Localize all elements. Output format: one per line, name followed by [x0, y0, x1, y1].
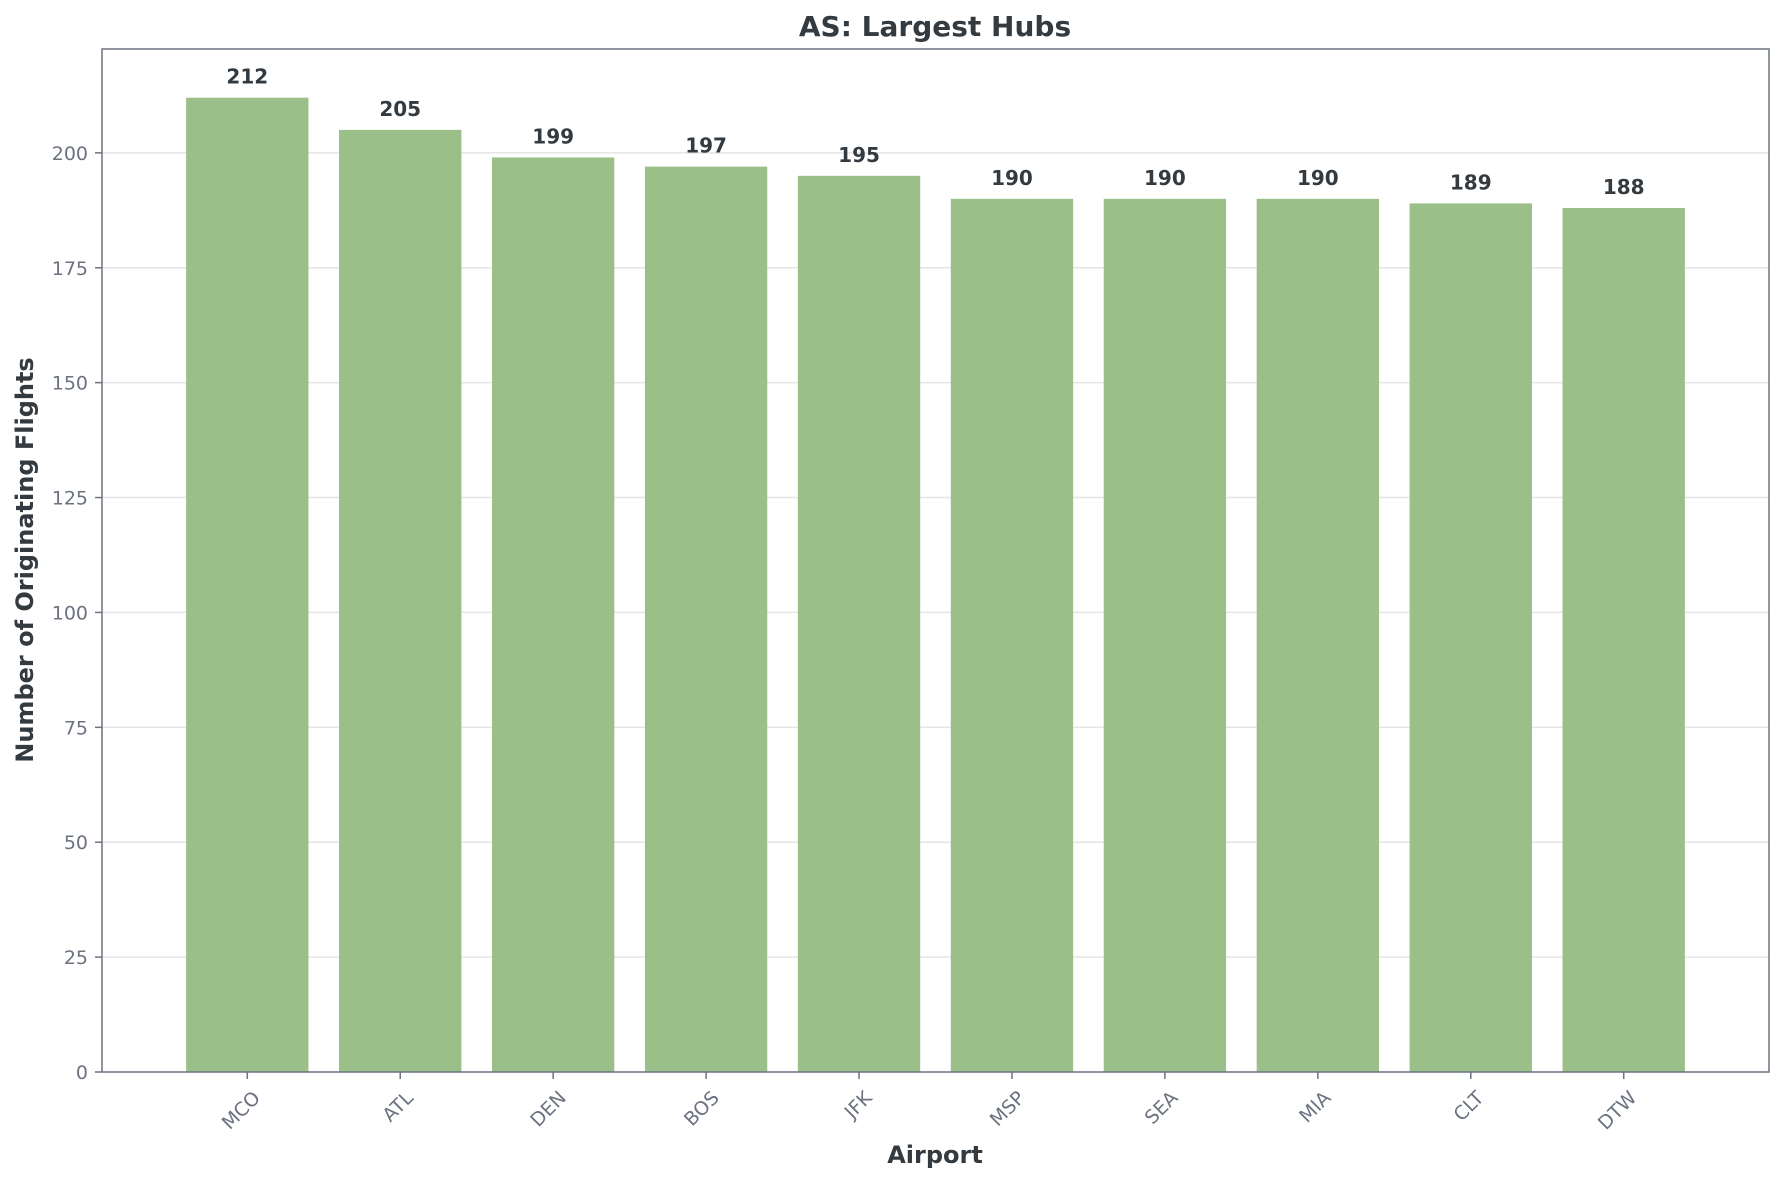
x-axis-ticks: MCO ATL DEN BOS JFK MSP SEA MIA CLT DTW: [218, 1072, 1642, 1135]
bar-bos: [644, 166, 768, 1072]
bar-value-label: 189: [1450, 170, 1492, 194]
x-tick-label: JFK: [840, 1087, 877, 1124]
y-tick-label: 125: [52, 488, 88, 510]
x-tick-label: MIA: [1295, 1087, 1335, 1127]
y-axis-ticks: 0 25 50 75 100 125 150 175 200: [52, 143, 102, 1084]
bar-value-label: 188: [1603, 175, 1645, 199]
bar-mia: [1256, 198, 1380, 1073]
y-axis-label: Number of Originating Flights: [11, 357, 39, 762]
y-tick-label: 0: [76, 1062, 88, 1084]
bar-sea: [1103, 198, 1227, 1073]
x-axis-label: Airport: [887, 1141, 983, 1169]
x-tick-label: MCO: [218, 1087, 265, 1134]
bar-mco: [186, 97, 309, 1072]
x-tick-label: SEA: [1141, 1087, 1183, 1129]
x-tick-label: ATL: [378, 1087, 418, 1127]
x-tick-label: BOS: [680, 1087, 724, 1131]
bar-value-label: 212: [226, 65, 268, 89]
x-tick-label: CLT: [1450, 1087, 1489, 1126]
chart-title: AS: Largest Hubs: [799, 10, 1071, 43]
bar-den: [491, 157, 615, 1072]
x-tick-label: DTW: [1594, 1087, 1642, 1135]
x-tick-label: MSP: [986, 1087, 1030, 1131]
y-tick-label: 50: [64, 832, 88, 854]
y-tick-label: 150: [52, 373, 88, 395]
bar-value-label: 195: [838, 143, 880, 167]
bar-value-label: 190: [991, 166, 1033, 190]
bar-value-label: 205: [379, 97, 421, 121]
y-tick-label: 75: [64, 717, 88, 739]
bar-dtw: [1562, 208, 1685, 1072]
bar-value-label: 197: [685, 134, 727, 158]
y-tick-label: 200: [52, 143, 88, 165]
bar-jfk: [797, 175, 921, 1073]
bar-value-label: 190: [1144, 166, 1186, 190]
y-tick-label: 175: [52, 258, 88, 280]
x-tick-label: DEN: [526, 1087, 570, 1131]
bar-atl: [339, 129, 462, 1072]
bar-value-label: 199: [532, 124, 574, 148]
bars: [186, 97, 1685, 1073]
y-tick-label: 25: [64, 947, 88, 969]
y-tick-label: 100: [52, 602, 88, 624]
bar-value-labels: 212 205 199 197 195 190 190 190 189 188: [226, 65, 1644, 199]
bar-msp: [950, 198, 1074, 1073]
bar-clt: [1409, 203, 1532, 1072]
bar-value-label: 190: [1297, 166, 1339, 190]
plot-frame: [101, 48, 1770, 1073]
